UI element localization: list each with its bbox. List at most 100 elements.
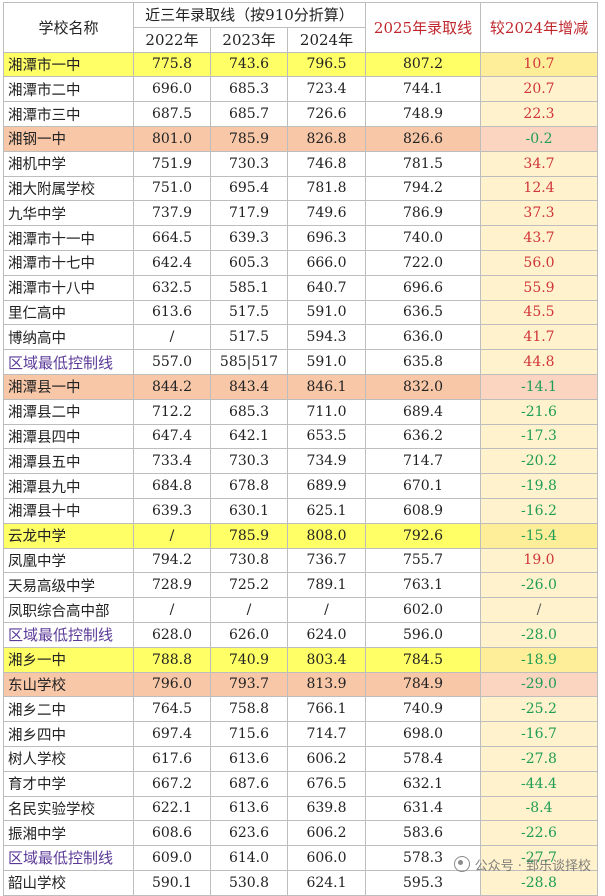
header-row-2: 2022年 2023年 2024年 [4,26,598,53]
table-row: 里仁高中 613.6 517.5 591.0 636.5 45.5 [3,299,598,326]
table-row: 湘机中学 751.9 730.3 746.8 781.5 34.7 [3,150,598,177]
score-2022-cell: 764.5 [133,696,211,723]
header-2025: 2025年录取线 [365,2,481,53]
table-row: 九华中学 737.9 717.9 749.6 786.9 37.3 [3,200,598,227]
school-name-cell: 湘潭县五中 [3,448,134,475]
score-2025-cell: 714.7 [365,448,481,475]
score-2022-cell: 794.2 [133,547,211,574]
change-cell: -17.3 [480,423,598,450]
table-row: 湘潭县二中 712.2 685.3 711.0 689.4 -21.6 [3,398,598,425]
school-name-cell: 湘潭市十七中 [3,249,134,276]
table-row: 湘潭县九中 684.8 678.8 689.9 670.1 -19.8 [3,473,598,499]
school-name-cell: 天易高级中学 [3,572,134,599]
score-2024-cell: 591.0 [287,299,366,326]
change-cell: 44.8 [480,349,598,375]
change-cell: -29.0 [480,671,598,698]
table-row: 湘潭县十中 639.3 630.1 625.1 608.9 -16.2 [3,497,598,524]
table-row: 天易高级中学 728.9 725.2 789.1 763.1 -26.0 [3,572,598,599]
school-name-cell: 湘钢一中 [3,125,134,152]
score-2025-cell: 786.9 [365,200,481,227]
score-2025-cell: 781.5 [365,150,481,177]
header-three-year: 近三年录取线（按910分折算） [133,2,366,28]
score-2023-cell: 717.9 [210,200,288,227]
school-name-cell: 湘大附属学校 [3,175,134,202]
score-2024-cell: 591.0 [287,349,366,375]
change-cell: -20.2 [480,448,598,475]
school-name-cell: 东山学校 [3,671,134,698]
score-2025-cell: 635.8 [365,349,481,375]
score-2023-cell: 639.3 [210,225,288,251]
table-row: 凤凰中学 794.2 730.8 736.7 755.7 19.0 [3,547,598,574]
score-2025-cell: 744.1 [365,76,481,103]
score-2022-cell: / [133,324,211,351]
score-2024-cell: 639.8 [287,795,366,822]
change-cell: -27.7 [480,845,598,871]
score-2023-cell: 630.1 [210,497,288,524]
table-row: 湘潭市一中 775.8 743.6 796.5 807.2 10.7 [3,51,598,78]
score-2024-cell: 803.4 [287,646,366,673]
score-2022-cell: 590.1 [133,869,211,896]
score-2022-cell: 609.0 [133,845,211,871]
score-2022-cell: 697.4 [133,721,211,747]
change-cell: 10.7 [480,51,598,78]
score-2024-cell: 789.1 [287,572,366,599]
score-2024-cell: 625.1 [287,497,366,524]
score-2023-cell: 740.9 [210,646,288,673]
score-2022-cell: 733.4 [133,448,211,475]
change-cell: -44.4 [480,770,598,797]
score-2023-cell: 785.9 [210,125,288,152]
score-2025-cell: 670.1 [365,473,481,499]
school-name-cell: 湘潭市二中 [3,76,134,103]
school-name-cell: 湘潭县九中 [3,473,134,499]
score-2022-cell: 639.3 [133,497,211,524]
score-2025-cell: 689.4 [365,398,481,425]
score-2023-cell: 743.6 [210,51,288,78]
score-2022-cell: 617.6 [133,745,211,772]
score-2025-cell: 636.0 [365,324,481,351]
change-cell: -25.2 [480,696,598,723]
score-2025-cell: 631.4 [365,795,481,822]
score-2024-cell: / [287,597,366,623]
score-2023-cell: 642.1 [210,423,288,450]
table-row: 振湘中学 608.6 623.6 606.2 583.6 -22.6 [3,820,598,847]
score-2022-cell: 728.9 [133,572,211,599]
school-name-cell: 湘潭县一中 [3,373,134,400]
score-2022-cell: 608.6 [133,820,211,847]
score-2025-cell: 784.9 [365,671,481,698]
score-2022-cell: 801.0 [133,125,211,152]
table-row: 湘乡二中 764.5 758.8 766.1 740.9 -25.2 [3,696,598,723]
table-row: 湘潭市二中 696.0 685.3 723.4 744.1 20.7 [3,76,598,103]
change-cell: -21.6 [480,398,598,425]
change-cell: 12.4 [480,175,598,202]
score-2025-cell: 632.1 [365,770,481,797]
score-2022-cell: / [133,597,211,623]
score-2022-cell: 622.1 [133,795,211,822]
table-row: 韶山学校 590.1 530.8 624.1 595.3 -28.8 [3,869,598,896]
school-name-cell: 湘潭县十中 [3,497,134,524]
score-2022-cell: 788.8 [133,646,211,673]
school-name-cell: 湘机中学 [3,150,134,177]
school-name-cell: 湘潭市十八中 [3,274,134,301]
score-2023-cell: 695.4 [210,175,288,202]
admission-score-table: 学校名称 近三年录取线（按910分折算） 2025年录取线 较2024年增减 2… [3,2,598,896]
score-2023-cell: 843.4 [210,373,288,400]
score-2024-cell: 606.0 [287,845,366,871]
score-2022-cell: / [133,522,211,549]
score-2022-cell: 632.5 [133,274,211,301]
table-row: 树人学校 617.6 613.6 606.2 578.4 -27.8 [3,745,598,772]
table-row: 湘乡四中 697.4 715.6 714.7 698.0 -16.7 [3,721,598,747]
score-2023-cell: 623.6 [210,820,288,847]
score-2025-cell: 784.5 [365,646,481,673]
score-2023-cell: 687.6 [210,770,288,797]
score-2024-cell: 813.9 [287,671,366,698]
score-2025-cell: 698.0 [365,721,481,747]
score-2024-cell: 749.6 [287,200,366,227]
score-2023-cell: 730.3 [210,150,288,177]
school-name-cell: 凤职综合高中部 [3,597,134,623]
school-name-cell: 九华中学 [3,200,134,227]
change-cell: 43.7 [480,225,598,251]
score-2024-cell: 736.7 [287,547,366,574]
score-2023-cell: 517.5 [210,324,288,351]
score-2022-cell: 751.0 [133,175,211,202]
school-name-cell: 湘潭县四中 [3,423,134,450]
